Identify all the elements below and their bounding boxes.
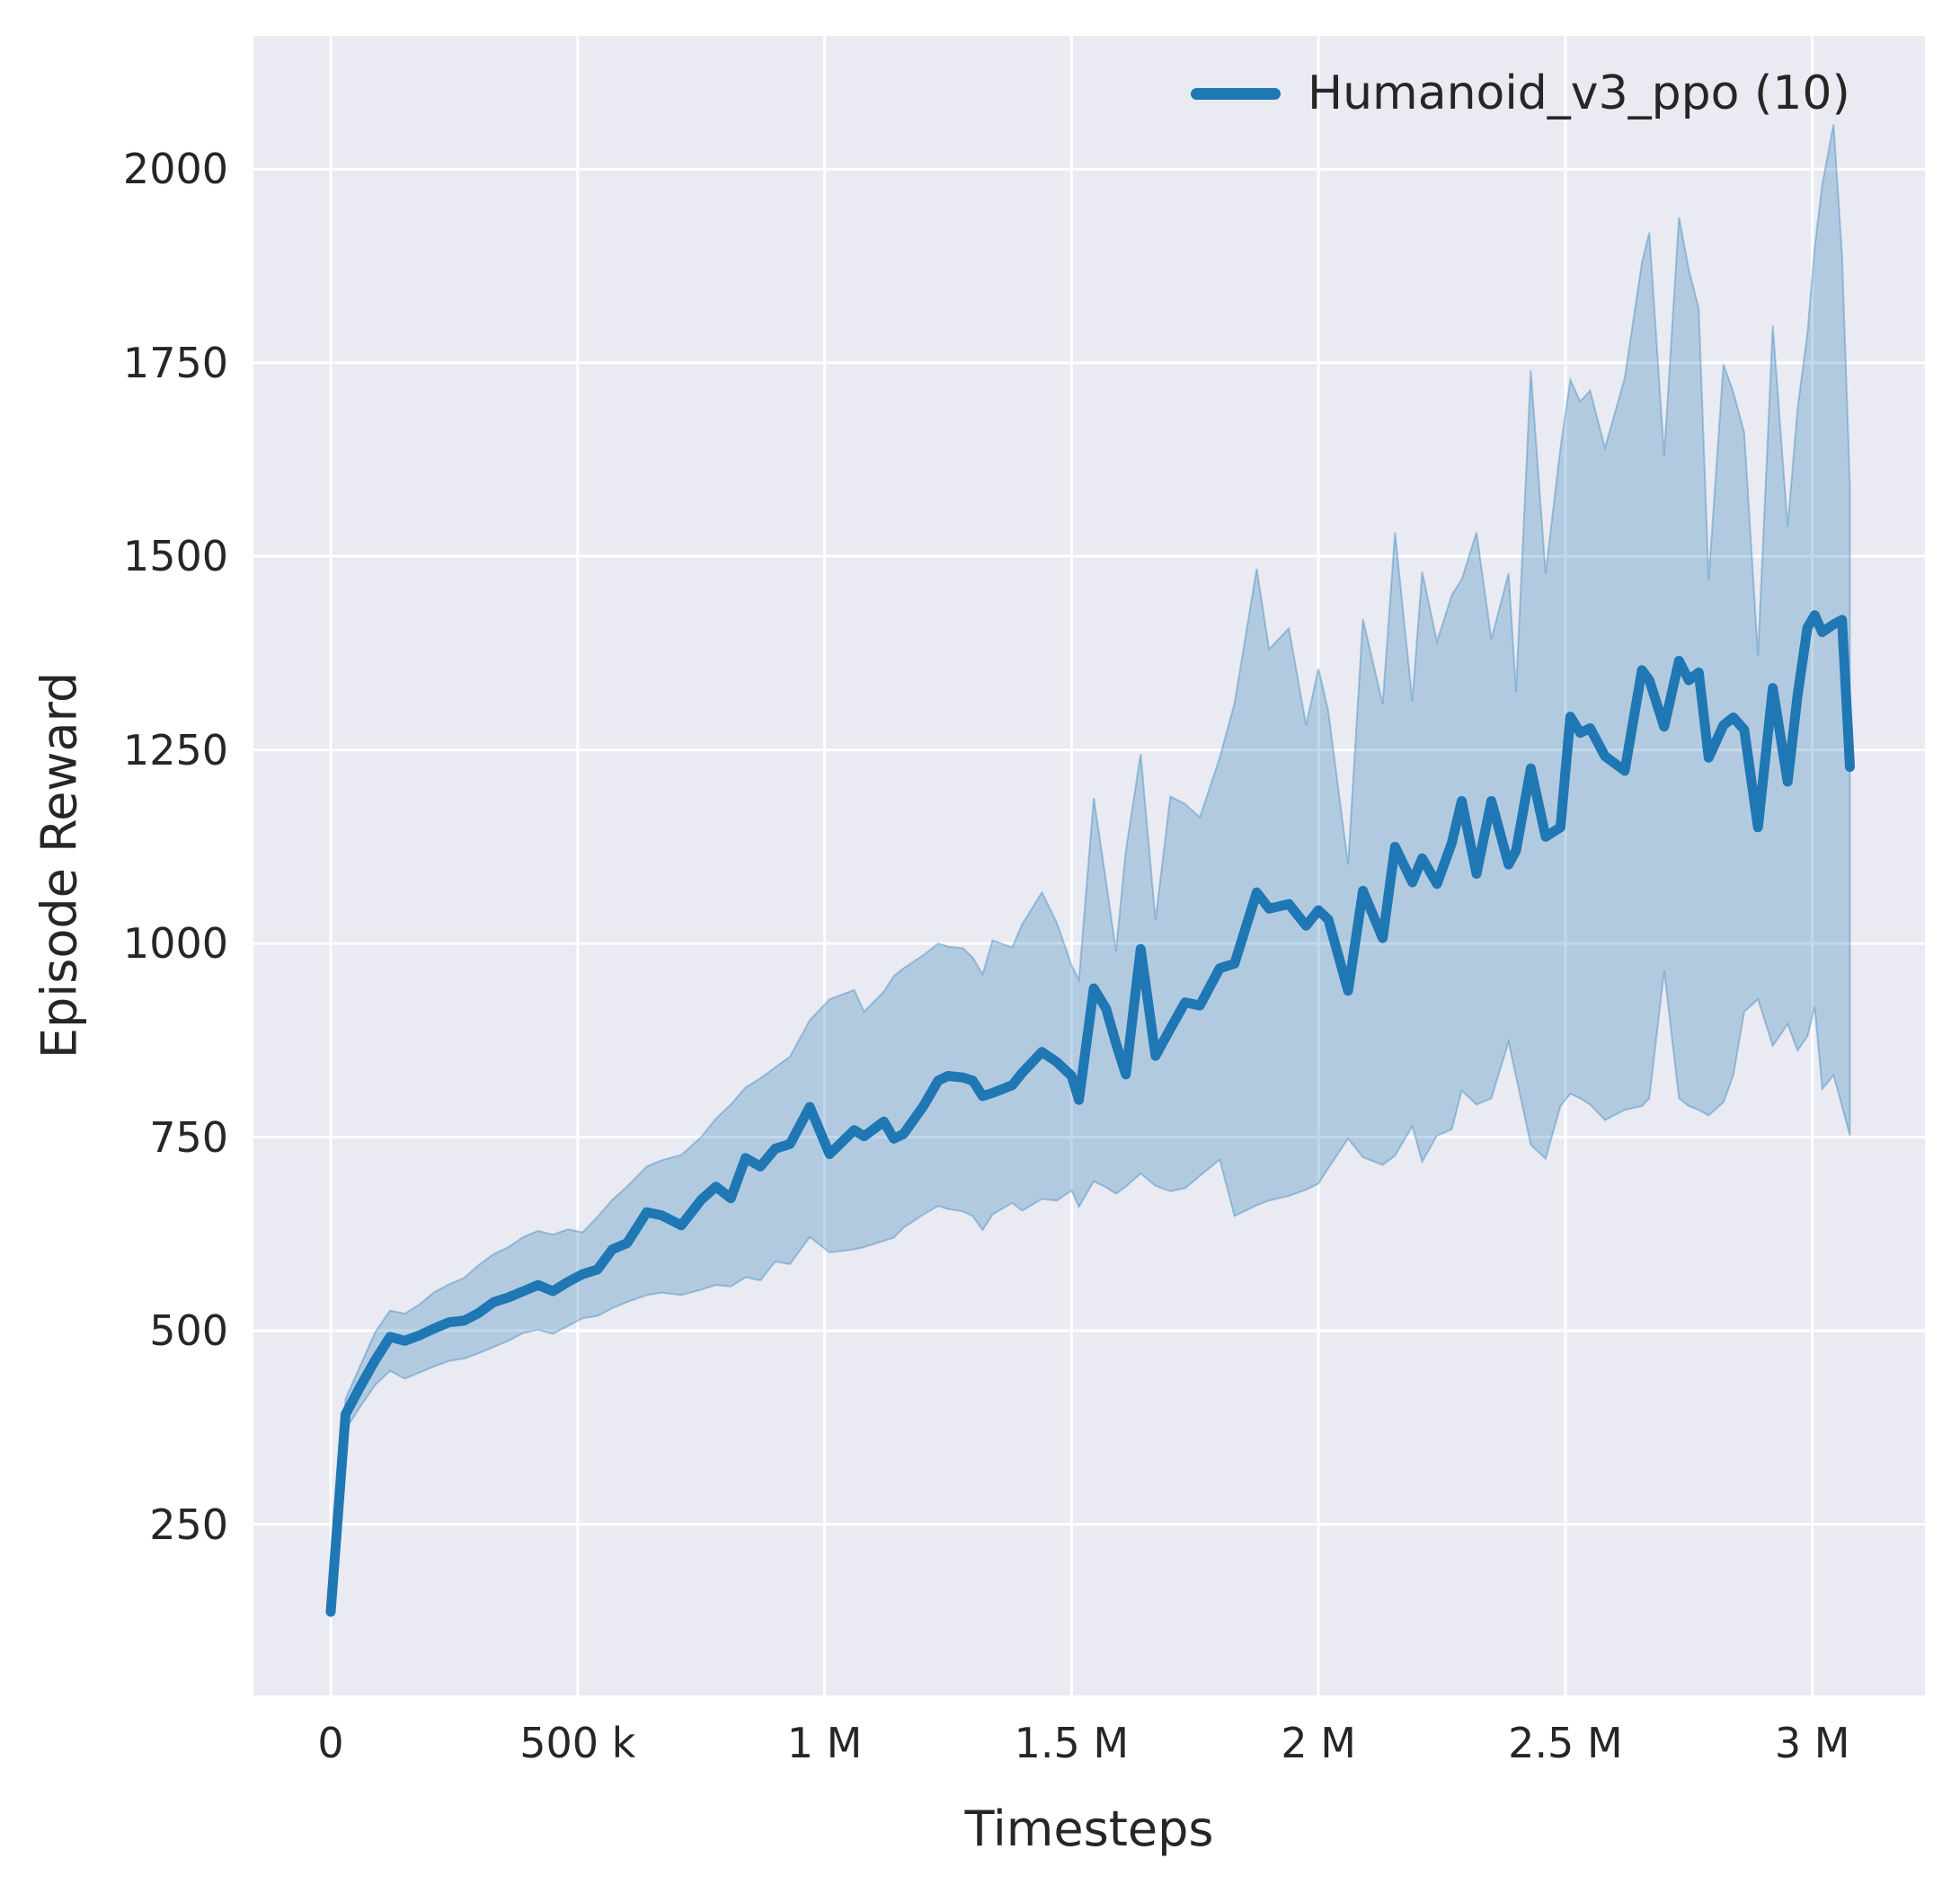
y-tick-label-250: 250 xyxy=(149,1500,228,1549)
x-tick-label-500 k: 500 k xyxy=(519,1719,636,1767)
x-tick-label-1.5 M: 1.5 M xyxy=(1014,1719,1130,1767)
x-axis-label: Timesteps xyxy=(964,1801,1214,1857)
x-tick-label-1 M: 1 M xyxy=(786,1719,863,1767)
x-tick-label-2 M: 2 M xyxy=(1281,1719,1356,1767)
y-tick-label-750: 750 xyxy=(149,1112,228,1162)
y-tick-label-1000: 1000 xyxy=(122,919,228,969)
legend: Humanoid_v3_ppo (10) xyxy=(1191,59,1850,128)
x-tick-label-3 M: 3 M xyxy=(1774,1719,1850,1767)
confidence-band xyxy=(330,124,1851,1618)
y-tick-label-1500: 1500 xyxy=(122,532,228,581)
y-tick-label-1250: 1250 xyxy=(122,725,228,774)
y-tick-label-2000: 2000 xyxy=(122,145,228,194)
plot-panel xyxy=(253,36,1925,1695)
y-tick-label-1750: 1750 xyxy=(122,338,228,387)
legend-line-swatch xyxy=(1191,87,1281,100)
x-tick-label-2.5 M: 2.5 M xyxy=(1508,1719,1623,1767)
x-tick-label-0: 0 xyxy=(317,1719,344,1767)
y-axis-label: Episode Reward xyxy=(31,671,88,1059)
mean-reward-line xyxy=(325,610,1855,1617)
legend-series-label: Humanoid_v3_ppo (10) xyxy=(1308,66,1850,120)
y-tick-label-500: 500 xyxy=(149,1306,228,1356)
